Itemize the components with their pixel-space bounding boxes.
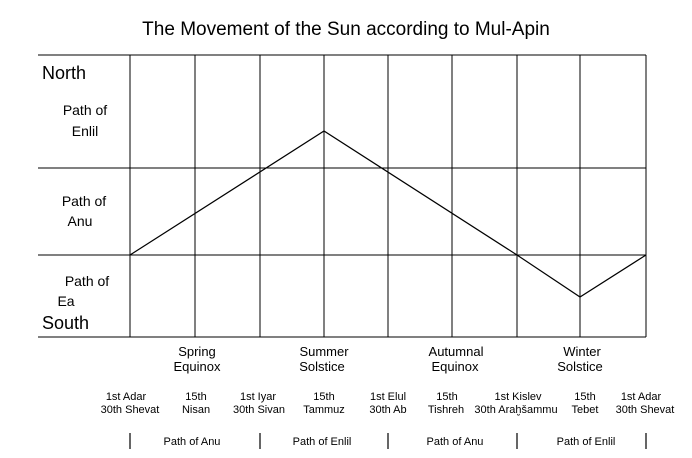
zone-label-anu: Path of Anu	[62, 193, 106, 229]
season-label-line: Winter	[563, 344, 601, 359]
date-label-line: 30th Araḫšammu	[474, 404, 557, 416]
zone-label-ea: Path of Ea	[57, 273, 109, 309]
zone-label-line: Anu	[68, 213, 93, 229]
date-label-line: 30th Sivan	[233, 404, 285, 416]
zone-label-enlil: Path of Enlil	[63, 102, 107, 139]
date-label-line: 1st Elul	[370, 391, 406, 403]
band-label: Path of Enlil	[557, 436, 616, 448]
zone-label-line: Enlil	[72, 123, 98, 139]
zone-label-line: Path of	[63, 102, 107, 118]
date-label-line: 30th Ab	[369, 404, 406, 416]
band-label: Path of Anu	[427, 436, 484, 448]
date-label-line: 15th	[436, 391, 457, 403]
date-label-line: 1st Kislev	[494, 391, 542, 403]
season-label-line: Equinox	[174, 359, 221, 374]
zone-label-line: Path of	[62, 193, 106, 209]
date-label-line: 1st Adar	[106, 391, 147, 403]
season-label-line: Spring	[178, 344, 216, 359]
band-label: Path of Enlil	[293, 436, 352, 448]
diagram-title: The Movement of the Sun according to Mul…	[142, 19, 550, 40]
zone-label-line: Ea	[57, 293, 74, 309]
bottom-path-band: Path of Anu Path of Enlil Path of Anu Pa…	[129, 433, 647, 449]
sun-path-line	[129, 130, 647, 298]
season-label-line: Solstice	[557, 359, 603, 374]
date-label-line: 15th	[185, 391, 206, 403]
date-label-line: 1st Adar	[621, 391, 662, 403]
date-label-line: Tammuz	[303, 404, 345, 416]
date-labels: 1st Adar 30th Shevat 15th Nisan 1st Iyar…	[101, 391, 675, 416]
season-label-line: Summer	[299, 344, 349, 359]
season-label-summer-solstice: Summer Solstice	[299, 344, 349, 374]
season-label-winter-solstice: Winter Solstice	[557, 344, 603, 374]
date-label-line: 30th Shevat	[616, 404, 675, 416]
date-label-line: 15th	[574, 391, 595, 403]
season-label-autumnal-equinox: Autumnal Equinox	[429, 344, 484, 374]
zone-label-line: Path of	[65, 273, 109, 289]
date-label-line: Tebet	[572, 404, 599, 416]
season-label-line: Autumnal	[429, 344, 484, 359]
grid	[38, 54, 647, 338]
north-label: North	[42, 63, 86, 83]
date-label-line: 1st Iyar	[240, 391, 276, 403]
band-label: Path of Anu	[164, 436, 221, 448]
date-label-line: Nisan	[182, 404, 210, 416]
date-label-line: 15th	[313, 391, 334, 403]
season-label-line: Equinox	[432, 359, 479, 374]
date-label-line: Tishreh	[428, 404, 464, 416]
season-label-spring-equinox: Spring Equinox	[174, 344, 221, 374]
date-label-line: 30th Shevat	[101, 404, 160, 416]
south-label: South	[42, 313, 89, 333]
season-label-line: Solstice	[299, 359, 345, 374]
